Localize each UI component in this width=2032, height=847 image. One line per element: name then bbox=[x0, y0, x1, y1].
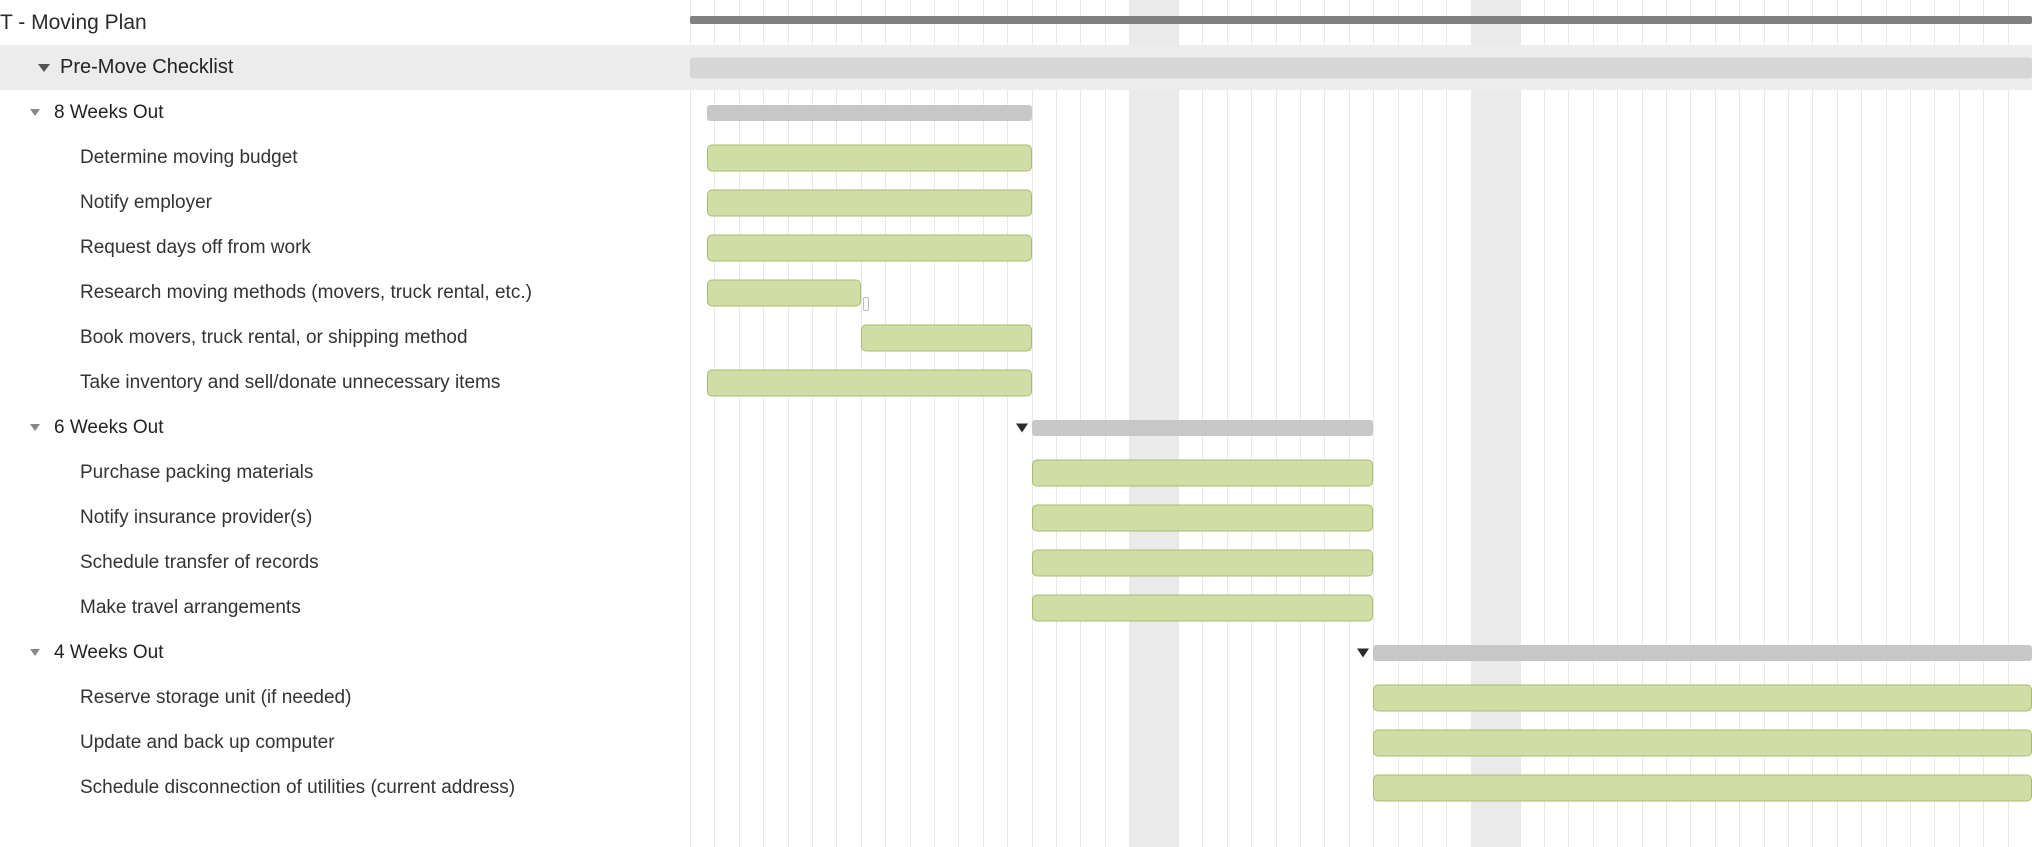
chevron-down-icon[interactable] bbox=[30, 109, 40, 116]
summary-bar[interactable] bbox=[690, 16, 2032, 24]
task-bar[interactable] bbox=[707, 234, 1032, 261]
task-row[interactable]: Determine moving budget bbox=[0, 135, 2032, 180]
task-bar[interactable] bbox=[1032, 504, 1374, 531]
task-row[interactable]: Reserve storage unit (if needed) bbox=[0, 675, 2032, 720]
task-bar[interactable] bbox=[707, 369, 1032, 396]
task-label: Purchase packing materials bbox=[80, 462, 313, 484]
task-bar[interactable] bbox=[1032, 594, 1374, 621]
group-bar[interactable] bbox=[1373, 645, 2032, 661]
task-bar[interactable] bbox=[1373, 684, 2032, 711]
task-row[interactable]: Purchase packing materials bbox=[0, 450, 2032, 495]
task-row[interactable]: Request days off from work bbox=[0, 225, 2032, 270]
group-row[interactable]: 8 Weeks Out bbox=[0, 90, 2032, 135]
task-bar[interactable] bbox=[707, 279, 861, 306]
task-row[interactable]: Schedule disconnection of utilities (cur… bbox=[0, 765, 2032, 810]
task-label: Request days off from work bbox=[80, 237, 311, 259]
section-row[interactable]: Pre-Move Checklist bbox=[0, 45, 2032, 90]
milestone-marker-icon[interactable] bbox=[1016, 423, 1028, 432]
group-row[interactable]: 6 Weeks Out bbox=[0, 405, 2032, 450]
task-row[interactable]: Notify insurance provider(s) bbox=[0, 495, 2032, 540]
section-bar[interactable] bbox=[690, 57, 2032, 78]
task-bar[interactable] bbox=[1032, 459, 1374, 486]
milestone-marker-icon[interactable] bbox=[1357, 648, 1369, 657]
group-bar[interactable] bbox=[707, 105, 1032, 121]
task-row[interactable]: Research moving methods (movers, truck r… bbox=[0, 270, 2032, 315]
task-bar[interactable] bbox=[707, 144, 1032, 171]
gantt-rows: T - Moving Plan Pre-Move Checklist 8 Wee… bbox=[0, 0, 2032, 810]
task-label: Determine moving budget bbox=[80, 147, 298, 169]
task-label: Make travel arrangements bbox=[80, 597, 301, 619]
task-label: Schedule disconnection of utilities (cur… bbox=[80, 777, 515, 799]
task-label: Reserve storage unit (if needed) bbox=[80, 687, 351, 709]
task-bar[interactable] bbox=[707, 189, 1032, 216]
group-row[interactable]: 4 Weeks Out bbox=[0, 630, 2032, 675]
task-bar[interactable] bbox=[1032, 549, 1374, 576]
task-label: Take inventory and sell/donate unnecessa… bbox=[80, 372, 500, 394]
task-row[interactable]: Update and back up computer bbox=[0, 720, 2032, 765]
task-row[interactable]: Make travel arrangements bbox=[0, 585, 2032, 630]
chevron-down-icon[interactable] bbox=[30, 649, 40, 656]
task-row[interactable]: Schedule transfer of records bbox=[0, 540, 2032, 585]
task-row[interactable]: Book movers, truck rental, or shipping m… bbox=[0, 315, 2032, 360]
group-bar[interactable] bbox=[1032, 420, 1374, 436]
task-bar[interactable] bbox=[861, 324, 1032, 351]
project-title: T - Moving Plan bbox=[0, 11, 147, 35]
group-label: 6 Weeks Out bbox=[54, 417, 163, 439]
dependency-link-icon[interactable] bbox=[863, 297, 869, 311]
section-label: Pre-Move Checklist bbox=[60, 56, 233, 79]
chevron-down-icon[interactable] bbox=[38, 64, 50, 72]
task-row[interactable]: Take inventory and sell/donate unnecessa… bbox=[0, 360, 2032, 405]
group-label: 4 Weeks Out bbox=[54, 642, 163, 664]
project-title-cell: T - Moving Plan bbox=[0, 11, 690, 35]
section-cell: Pre-Move Checklist bbox=[0, 56, 690, 79]
task-label: Book movers, truck rental, or shipping m… bbox=[80, 327, 468, 349]
task-label: Notify insurance provider(s) bbox=[80, 507, 312, 529]
task-label: Notify employer bbox=[80, 192, 212, 214]
task-label: Schedule transfer of records bbox=[80, 552, 319, 574]
task-bar[interactable] bbox=[1373, 729, 2032, 756]
task-bar[interactable] bbox=[1373, 774, 2032, 801]
group-label: 8 Weeks Out bbox=[54, 102, 163, 124]
task-label: Update and back up computer bbox=[80, 732, 335, 754]
chevron-down-icon[interactable] bbox=[30, 424, 40, 431]
project-title-row[interactable]: T - Moving Plan bbox=[0, 0, 2032, 45]
gantt-container: T - Moving Plan Pre-Move Checklist 8 Wee… bbox=[0, 0, 2032, 847]
task-row[interactable]: Notify employer bbox=[0, 180, 2032, 225]
task-label: Research moving methods (movers, truck r… bbox=[80, 282, 532, 304]
